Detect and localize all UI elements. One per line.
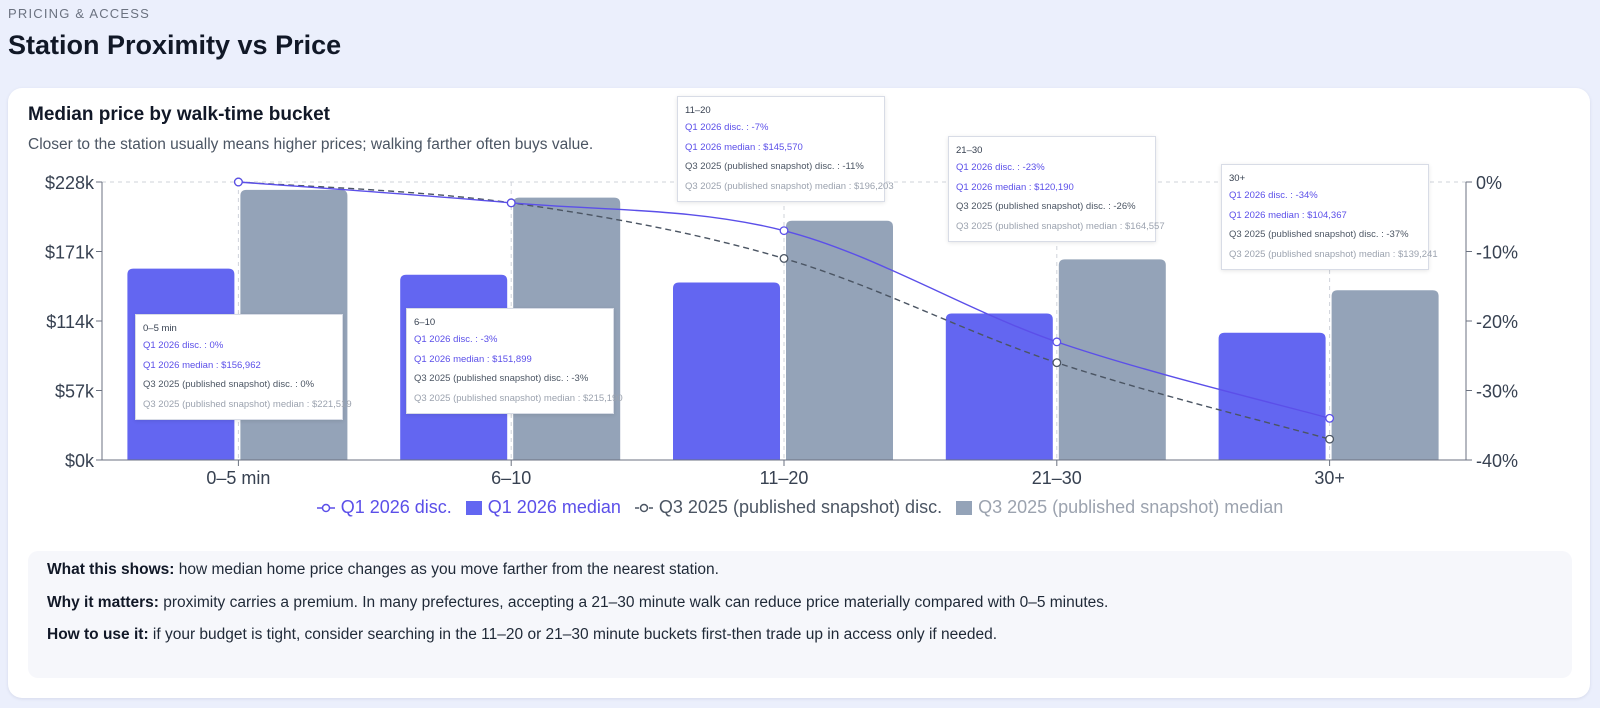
point-q1-2026-disc bbox=[233, 177, 243, 187]
legend-label: Q1 2026 median bbox=[487, 497, 621, 517]
note-label: What this shows: bbox=[47, 561, 175, 578]
tooltip-row: Q3 2025 (published snapshot) median : $1… bbox=[685, 180, 894, 192]
bar-swatch-icon bbox=[956, 500, 973, 515]
point-q1-2026-disc bbox=[1325, 413, 1335, 423]
tooltip-title: 6–10 bbox=[414, 317, 436, 328]
section-eyebrow: PRICING & ACCESS bbox=[8, 6, 151, 21]
bar-swatch-icon bbox=[465, 500, 482, 515]
tooltip-title: 11–20 bbox=[685, 105, 711, 116]
tooltip-row: Q3 2025 (published snapshot) disc. : -26… bbox=[956, 201, 1136, 212]
bar-q1-2026-median bbox=[945, 313, 1053, 460]
bar-q3-2025-median bbox=[1331, 290, 1439, 460]
explanation-panel: What this shows: how median home price c… bbox=[28, 551, 1572, 678]
chart-tooltip: 21–30 Q1 2026 disc. : -23% Q1 2026 median … bbox=[948, 136, 1165, 242]
tooltip-row: Q3 2025 (published snapshot) disc. : -37… bbox=[1229, 229, 1409, 240]
y-right-tick-label: -40% bbox=[1476, 451, 1518, 471]
bar-q1-2026-median bbox=[1218, 332, 1326, 460]
y-left-tick-label: $57k bbox=[55, 382, 95, 402]
y-right-tick-label: -20% bbox=[1476, 312, 1518, 332]
legend-label: Q1 2026 disc. bbox=[340, 497, 452, 517]
y-right-tick-label: -30% bbox=[1476, 382, 1518, 402]
y-right-tick-label: -10% bbox=[1476, 243, 1518, 263]
chart-tooltip: 30+ Q1 2026 disc. : -34% Q1 2026 median : … bbox=[1221, 164, 1438, 270]
x-tick-label: 30+ bbox=[1314, 468, 1345, 488]
y-left-tick-label: $171k bbox=[45, 243, 95, 263]
tooltip-row: Q3 2025 (published snapshot) disc. : -3% bbox=[414, 373, 589, 384]
y-right-tick-label: 0% bbox=[1476, 173, 1502, 193]
chart-subtitle: Closer to the station usually means high… bbox=[28, 136, 594, 153]
tooltip-row: Q1 2026 disc. : 0% bbox=[143, 340, 224, 351]
legend-label: Q3 2025 (published snapshot) median bbox=[978, 497, 1284, 517]
tooltip-row: Q1 2026 median : $151,899 bbox=[414, 353, 532, 365]
note-label: How to use it: bbox=[47, 626, 149, 643]
tooltip-title: 21–30 bbox=[956, 145, 983, 156]
tooltip-row: Q1 2026 median : $145,570 bbox=[685, 141, 803, 153]
legend-item-q3-disc[interactable]: Q3 2025 (published snapshot) disc. bbox=[634, 497, 943, 518]
chart-title: Median price by walk-time bucket bbox=[28, 104, 330, 125]
tooltip-row: Q3 2025 (published snapshot) median : $2… bbox=[143, 398, 352, 410]
x-tick-label: 11–20 bbox=[760, 468, 809, 488]
tooltip-row: Q3 2025 (published snapshot) disc. : -11… bbox=[685, 161, 864, 172]
legend-label: Q3 2025 (published snapshot) disc. bbox=[658, 497, 943, 517]
dashed-line-marker-icon bbox=[634, 503, 653, 512]
bar-q3-2025-median bbox=[786, 220, 893, 460]
x-tick-label: 6–10 bbox=[491, 468, 531, 488]
tooltip-title: 30+ bbox=[1229, 173, 1246, 184]
point-q1-2026-disc bbox=[506, 198, 516, 208]
point-q3-2025-disc bbox=[1052, 358, 1062, 368]
tooltip-row: Q1 2026 median : $156,962 bbox=[143, 359, 261, 371]
note-text: proximity carries a premium. In many pre… bbox=[158, 594, 1109, 611]
chart-tooltip: 0–5 min Q1 2026 disc. : 0% Q1 2026 median … bbox=[135, 314, 352, 420]
bar-q1-2026-median bbox=[673, 282, 780, 460]
tooltip-row: Q1 2026 disc. : -3% bbox=[414, 334, 498, 345]
tooltip-row: Q1 2026 disc. : -34% bbox=[1229, 190, 1318, 201]
note-why-it-matters: Why it matters: proximity carries a prem… bbox=[47, 594, 1108, 612]
x-tick-label: 0–5 min bbox=[206, 468, 270, 488]
chart-tooltip: 11–20 Q1 2026 disc. : -7% Q1 2026 median :… bbox=[677, 96, 894, 202]
legend-item-q1-disc[interactable]: Q1 2026 disc. bbox=[316, 497, 452, 518]
note-text: if your budget is tight, consider search… bbox=[148, 626, 998, 643]
legend-item-q1-median[interactable]: Q1 2026 median bbox=[465, 497, 621, 518]
chart-tooltip: 6–10 Q1 2026 disc. : -3% Q1 2026 median : … bbox=[406, 308, 623, 414]
tooltip-title: 0–5 min bbox=[143, 323, 177, 334]
note-what-this-shows: What this shows: how median home price c… bbox=[47, 561, 719, 579]
y-left-tick-label: $114k bbox=[46, 312, 95, 332]
tooltip-row: Q3 2025 (published snapshot) median : $1… bbox=[1229, 248, 1438, 260]
point-q3-2025-disc bbox=[1325, 434, 1335, 444]
tooltip-row: Q3 2025 (published snapshot) median : $1… bbox=[956, 220, 1165, 232]
point-q1-2026-disc bbox=[1052, 337, 1062, 347]
point-q3-2025-disc bbox=[779, 254, 789, 263]
tooltip-row: Q1 2026 median : $104,367 bbox=[1229, 209, 1347, 221]
note-how-to-use: How to use it: if your budget is tight, … bbox=[47, 626, 997, 644]
point-q1-2026-disc bbox=[779, 226, 789, 236]
chart-legend: Q1 2026 disc. Q1 2026 median Q3 2025 (pu… bbox=[0, 497, 1600, 518]
note-text: how median home price changes as you mov… bbox=[174, 561, 719, 578]
tooltip-row: Q1 2026 disc. : -23% bbox=[956, 162, 1045, 173]
legend-item-q3-median[interactable]: Q3 2025 (published snapshot) median bbox=[956, 497, 1283, 518]
tooltip-row: Q3 2025 (published snapshot) disc. : 0% bbox=[143, 379, 315, 390]
y-left-tick-label: $228k bbox=[45, 173, 95, 193]
page-title: Station Proximity vs Price bbox=[8, 30, 342, 60]
x-tick-label: 21–30 bbox=[1032, 468, 1082, 488]
tooltip-row: Q3 2025 (published snapshot) median : $2… bbox=[414, 392, 623, 404]
tooltip-row: Q1 2026 median : $120,190 bbox=[956, 181, 1074, 193]
note-label: Why it matters: bbox=[47, 594, 159, 611]
line-marker-icon bbox=[316, 503, 335, 512]
tooltip-row: Q1 2026 disc. : -7% bbox=[685, 122, 769, 133]
y-left-tick-label: $0k bbox=[65, 451, 95, 471]
